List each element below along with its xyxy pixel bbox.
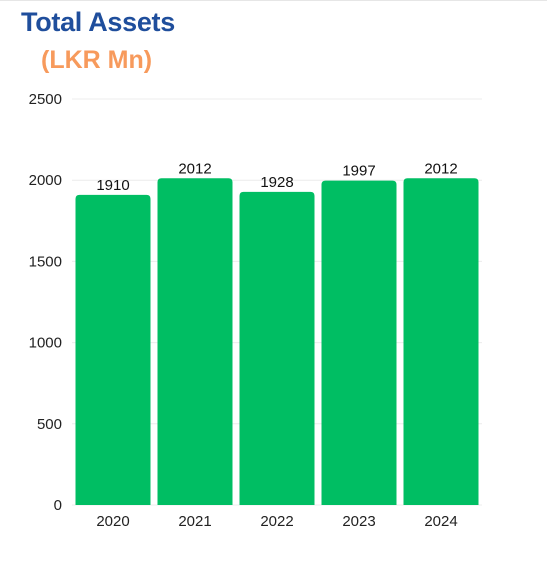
x-tick-label: 2024	[424, 513, 457, 530]
data-label: 1997	[342, 163, 375, 180]
y-tick-label: 1500	[29, 253, 62, 270]
data-label: 1928	[260, 174, 293, 191]
bar	[321, 180, 397, 505]
bar	[239, 191, 315, 505]
chart-subtitle: (LKR Mn)	[41, 46, 153, 74]
data-label: 2012	[178, 160, 211, 177]
top-border	[0, 0, 547, 1]
bar	[403, 178, 479, 505]
chart-title: Total Assets	[21, 7, 175, 37]
y-tick-label: 2500	[29, 91, 62, 108]
bar	[157, 178, 233, 505]
x-tick-label: 2021	[178, 513, 211, 530]
x-tick-label: 2020	[96, 513, 129, 530]
y-tick-label: 500	[37, 416, 62, 433]
x-tick-label: 2023	[342, 513, 375, 530]
bar	[75, 194, 151, 506]
data-label: 2012	[424, 160, 457, 177]
data-label: 1910	[96, 177, 129, 194]
y-tick-label: 0	[54, 497, 62, 514]
y-tick-label: 1000	[29, 335, 62, 352]
x-tick-label: 2022	[260, 513, 293, 530]
y-tick-label: 2000	[29, 172, 62, 189]
